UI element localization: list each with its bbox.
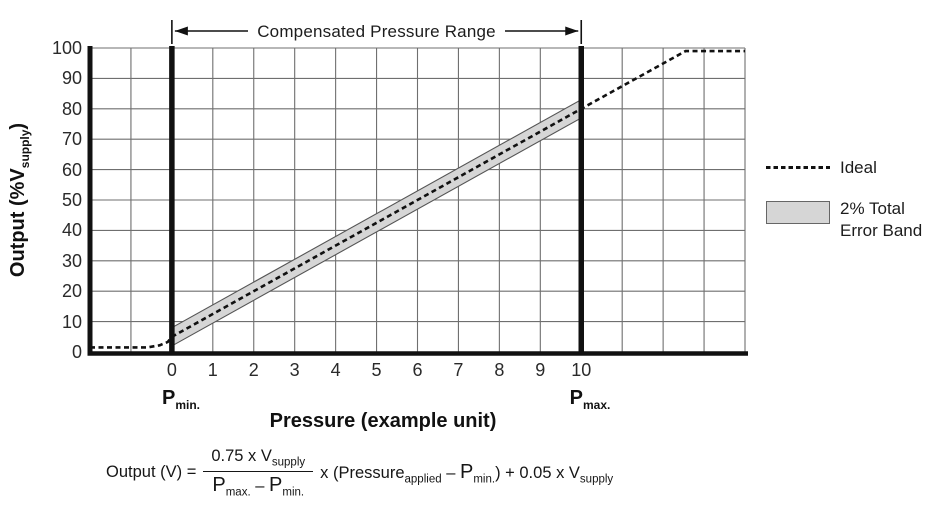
formula-applied-sub: applied bbox=[404, 472, 442, 485]
transfer-function-formula: Output (V) = 0.75 x Vsupply Pmax. – Pmin… bbox=[106, 447, 613, 499]
y-axis-title-close: ) bbox=[7, 122, 29, 130]
legend-ideal-label: Ideal bbox=[840, 158, 877, 177]
formula-den-p1-sub: max. bbox=[225, 486, 251, 499]
formula-den-p1: P bbox=[212, 474, 226, 497]
y-axis-title: Output (%Vsupply) bbox=[7, 20, 37, 380]
pmax-subscript: max. bbox=[582, 398, 611, 412]
formula-lhs: Output (V) = bbox=[106, 463, 197, 482]
formula-pmin-sub: min. bbox=[473, 472, 496, 485]
formula-rhs: x (Pressureapplied – Pmin.) + 0.05 x Vsu… bbox=[320, 461, 613, 485]
formula-numerator-subscript: supply bbox=[271, 456, 306, 469]
pmin-label: Pmin. bbox=[148, 387, 214, 412]
formula-offset-term: + 0.05 x V bbox=[505, 463, 580, 482]
formula-pressure: (Pressure bbox=[332, 463, 405, 482]
formula-den-minus: – bbox=[255, 477, 265, 496]
pmax-symbol: P bbox=[569, 387, 583, 409]
error-band-swatch bbox=[766, 201, 830, 224]
y-axis-title-subscript: supply bbox=[18, 129, 32, 169]
formula-minus: – bbox=[446, 463, 456, 482]
legend-error-band-line2: Error Band bbox=[840, 221, 923, 240]
legend-error-band-label: 2% Total Error Band bbox=[840, 198, 922, 242]
y-axis-title-main: Output (%V bbox=[7, 168, 29, 278]
annotation-text: Compensated Pressure Range bbox=[248, 20, 505, 44]
formula-pmin: P bbox=[459, 460, 474, 483]
pmin-subscript: min. bbox=[175, 398, 200, 412]
formula-den-p2: P bbox=[269, 474, 283, 497]
formula-numerator-text: 0.75 x V bbox=[211, 447, 272, 465]
formula-offset-subscript: supply bbox=[579, 472, 614, 485]
pmin-symbol: P bbox=[161, 387, 176, 409]
formula-den-p2-sub: min. bbox=[282, 486, 305, 499]
ideal-dashed-line-swatch bbox=[766, 166, 830, 169]
formula-times: x bbox=[320, 463, 329, 482]
compensated-pressure-range-annotation: Compensated Pressure Range bbox=[172, 20, 581, 44]
x-axis-title: Pressure (example unit) bbox=[269, 410, 497, 432]
formula-fraction: 0.75 x Vsupply Pmax. – Pmin. bbox=[203, 447, 314, 499]
pmax-label: Pmax. bbox=[557, 387, 623, 412]
formula-numerator: 0.75 x Vsupply bbox=[203, 447, 314, 473]
formula-close-paren: ) bbox=[495, 463, 501, 482]
legend-error-band-line1: 2% Total bbox=[840, 199, 905, 218]
formula-denominator: Pmax. – Pmin. bbox=[212, 472, 304, 498]
